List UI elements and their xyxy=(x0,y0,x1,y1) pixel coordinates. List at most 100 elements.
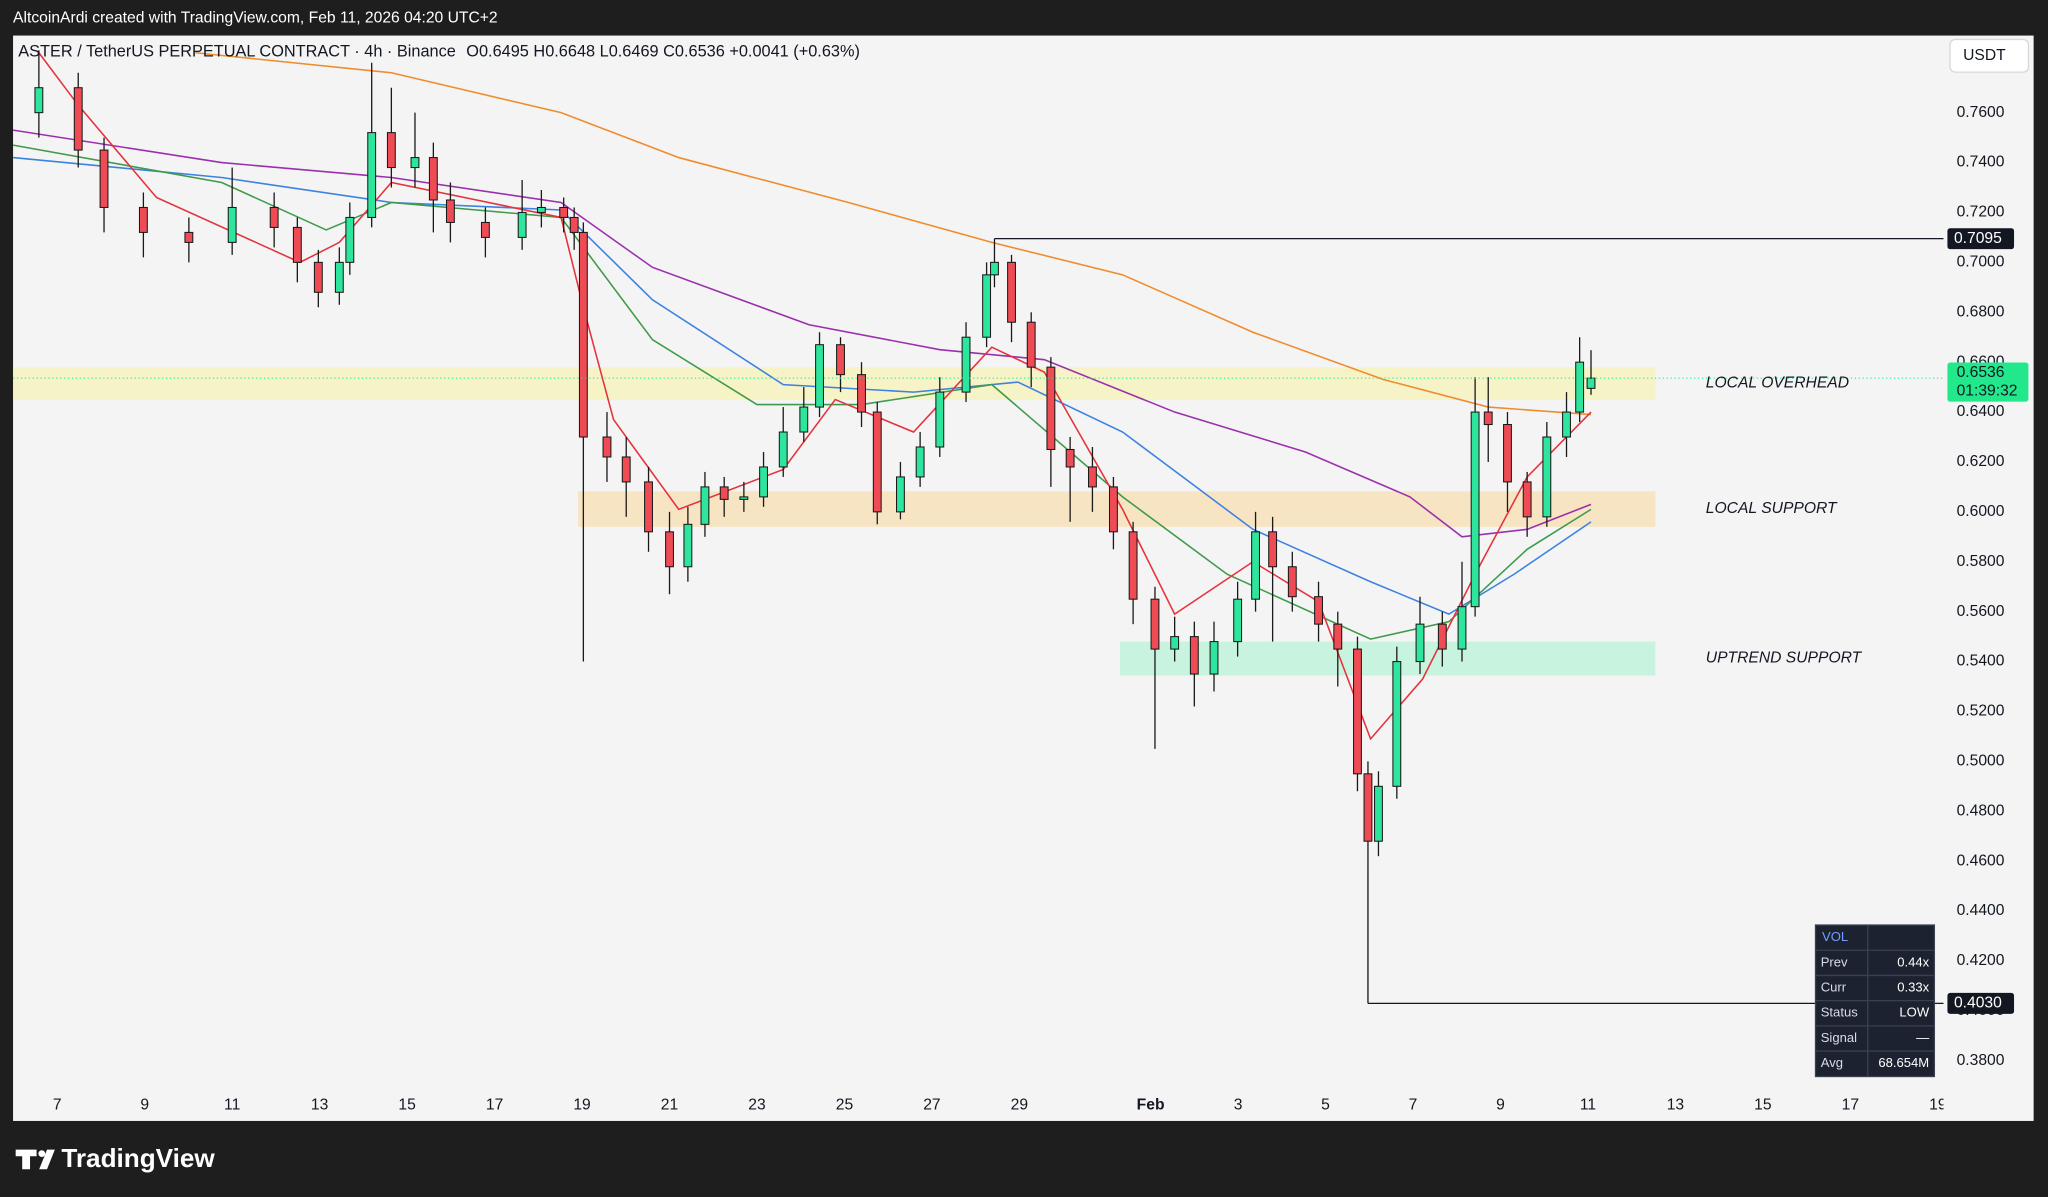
candle-body xyxy=(872,411,882,513)
vol-row-value: 68.654M xyxy=(1878,1055,1929,1070)
level-tag xyxy=(1947,228,2015,250)
candle-body xyxy=(480,221,490,238)
y-tick-label: 0.7200 xyxy=(1957,204,2005,221)
x-tick-label: 13 xyxy=(1667,1096,1685,1113)
vol-row-label: Signal xyxy=(1821,1030,1857,1045)
candle-body xyxy=(895,476,905,513)
zone-label: LOCAL SUPPORT xyxy=(1706,500,1838,517)
candle-body xyxy=(739,496,749,500)
candle-body xyxy=(836,344,845,376)
candle-body xyxy=(99,149,109,208)
level-tag xyxy=(1947,992,2015,1014)
y-tick-label: 0.7400 xyxy=(1957,154,2005,171)
candle-body xyxy=(759,466,768,498)
candle-body xyxy=(1087,466,1097,488)
candle-body xyxy=(1575,361,1585,413)
candle-body xyxy=(1287,566,1297,598)
x-tick-label: 23 xyxy=(748,1096,766,1113)
x-tick-label: 13 xyxy=(311,1096,329,1113)
vol-row-value: 0.33x xyxy=(1897,980,1929,995)
candle-body xyxy=(227,206,237,243)
x-tick-label: 19 xyxy=(573,1096,590,1113)
y-tick-label: 0.6200 xyxy=(1957,453,2005,470)
y-tick-label: 0.4800 xyxy=(1957,802,2005,819)
candle-body xyxy=(269,206,279,228)
candle-body xyxy=(1522,481,1532,518)
vol-row-value: — xyxy=(1916,1030,1930,1045)
candle-body xyxy=(1233,598,1243,643)
candle-body xyxy=(961,336,971,393)
candle-body xyxy=(445,199,455,223)
y-tick-label: 0.6000 xyxy=(1957,503,2005,520)
last-price-label: 0.6536 xyxy=(1957,364,2005,381)
candle-body xyxy=(665,531,674,568)
x-tick-label: 17 xyxy=(486,1096,503,1113)
candle-body xyxy=(184,231,194,243)
x-tick-label: 9 xyxy=(140,1096,149,1113)
candle-body xyxy=(559,206,569,218)
candle-body xyxy=(1046,366,1056,451)
y-tick-label: 0.5400 xyxy=(1957,653,2005,670)
x-tick-label: 25 xyxy=(836,1096,854,1113)
candle-body xyxy=(1189,636,1199,675)
zone xyxy=(1119,641,1656,676)
moving-average xyxy=(13,129,1592,538)
x-tick-label: 21 xyxy=(661,1096,678,1113)
ohlc-legend: O0.6495 H0.6648 L0.6469 C0.6536 +0.0041 … xyxy=(466,43,860,61)
level-tag-label: 0.4030 xyxy=(1954,995,2002,1012)
y-tick-label: 0.4600 xyxy=(1957,852,2005,869)
footer-logo-icon xyxy=(15,1149,55,1170)
x-tick-label: 15 xyxy=(398,1096,416,1113)
axes: LOCAL OVERHEAD LOCAL SUPPORT UPTREND SUPPO… xyxy=(53,104,2029,1113)
moving-average xyxy=(195,51,1592,416)
vol-title: VOL xyxy=(1822,929,1848,944)
candle-body xyxy=(1457,606,1467,650)
plot-area xyxy=(13,50,1944,1005)
x-tick-label: 15 xyxy=(1754,1096,1772,1113)
candle-body xyxy=(410,157,420,169)
y-tick-label: 0.4200 xyxy=(1957,952,2005,969)
zone-label: UPTREND SUPPORT xyxy=(1706,650,1863,667)
candle-body xyxy=(683,523,693,568)
candle-body xyxy=(719,486,729,500)
candle-body xyxy=(990,261,999,276)
candle-body xyxy=(1374,785,1383,842)
candle-body xyxy=(1470,411,1480,608)
y-tick-label: 0.6400 xyxy=(1957,403,2005,420)
candle-body xyxy=(1363,773,1373,842)
chart-title: ASTER / TetherUS PERPETUAL CONTRACT · 4h… xyxy=(18,43,860,61)
logo-dot xyxy=(38,1150,46,1157)
x-tick-label: Feb xyxy=(1137,1096,1165,1113)
candle-body xyxy=(1483,411,1493,426)
candle-body xyxy=(1392,661,1402,787)
candle-body xyxy=(1108,486,1118,533)
candle-body xyxy=(569,216,579,233)
x-tick-label: 17 xyxy=(1842,1096,1859,1113)
y-tick-label: 0.7000 xyxy=(1957,253,2005,270)
logo-slash xyxy=(39,1149,55,1170)
candle-body xyxy=(621,456,631,483)
y-tick-label: 0.6800 xyxy=(1957,303,2005,320)
candle-body xyxy=(1209,641,1219,675)
vol-row-value: LOW xyxy=(1899,1005,1929,1020)
zone-label: LOCAL OVERHEAD xyxy=(1706,375,1849,392)
x-tick-label: 7 xyxy=(1409,1096,1418,1113)
candle-body xyxy=(1026,321,1036,368)
attribution: AltcoinArdi created with TradingView.com… xyxy=(13,10,498,27)
vol-row-value: 0.44x xyxy=(1897,954,1929,969)
candle-body xyxy=(935,391,945,448)
candle-body xyxy=(34,87,44,114)
candle-body xyxy=(1562,411,1571,438)
vol-table: VOL Prev 0.44x Curr 0.33x Status LOW Signal — Avg… xyxy=(1814,924,1936,1078)
x-tick-label: 19 xyxy=(1929,1096,1946,1113)
x-tick-label: 9 xyxy=(1496,1096,1505,1113)
candle-body xyxy=(428,157,438,201)
candle-body xyxy=(1268,531,1278,568)
level-tag-label: 0.7095 xyxy=(1954,230,2002,247)
candle-body xyxy=(73,87,83,151)
candle-body xyxy=(292,226,302,263)
y-tick-label: 0.5600 xyxy=(1957,603,2005,620)
vol-row-label: Avg xyxy=(1821,1055,1843,1070)
candle-body xyxy=(1128,531,1138,600)
